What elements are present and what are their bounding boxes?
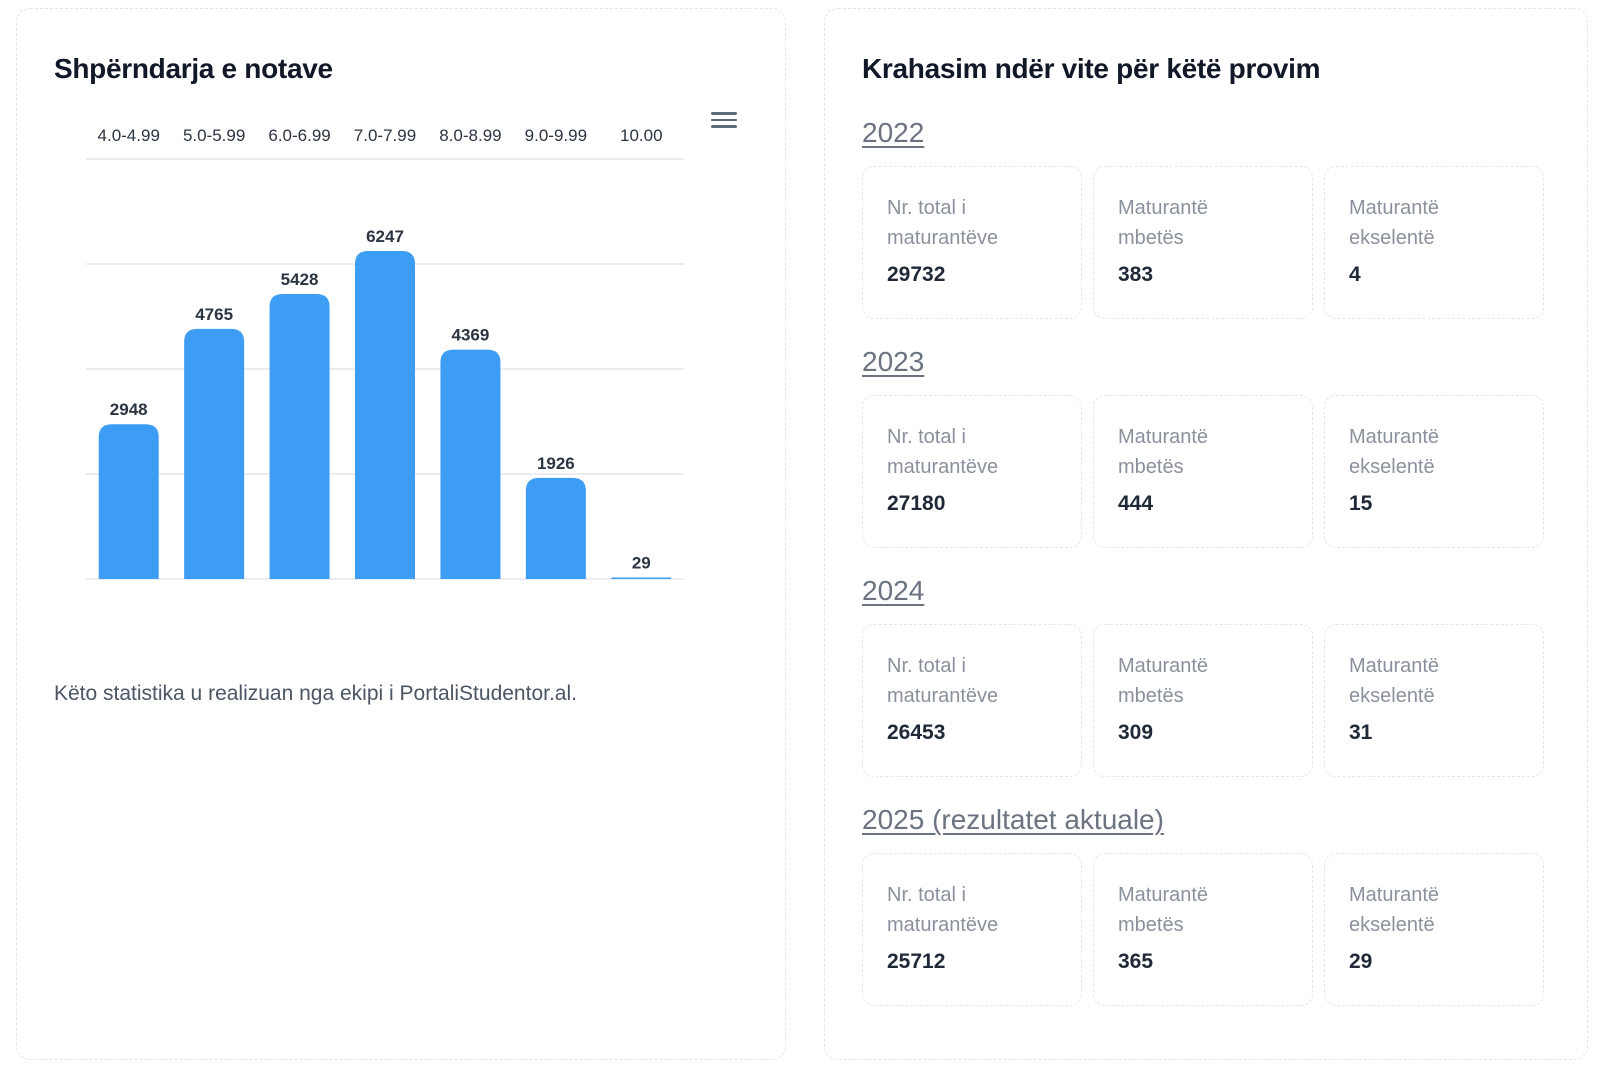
bar <box>611 577 672 579</box>
stat-value: 25712 <box>887 950 946 973</box>
stat-card-excellent: Maturantë ekselentë 31 <box>1324 624 1544 777</box>
data-label: 2948 <box>110 400 148 419</box>
stat-value: 31 <box>1349 721 1373 744</box>
stat-label: Maturantë ekselentë <box>1349 197 1440 249</box>
bar <box>184 328 245 579</box>
stat-value: 26453 <box>887 721 946 744</box>
data-label: 6247 <box>366 227 404 246</box>
category-label: 5.0-5.99 <box>183 126 245 145</box>
category-label: 9.0-9.99 <box>525 126 587 145</box>
year-comparison-title: Krahasim ndër vite për këtë provim <box>862 53 1321 84</box>
year-stats-2025: Nr. total i maturantëve 25712 Maturantë … <box>862 853 1552 1008</box>
category-label: 8.0-8.99 <box>439 126 501 145</box>
stat-label: Maturantë mbetës <box>1118 197 1209 249</box>
stat-value: 27180 <box>887 492 946 515</box>
stat-card-total: Nr. total i maturantëve 29732 <box>862 166 1082 319</box>
stat-value: 444 <box>1118 492 1154 515</box>
data-label: 4369 <box>452 326 490 345</box>
stat-value: 15 <box>1349 492 1373 515</box>
stat-label: Maturantë mbetës <box>1118 655 1209 707</box>
grade-distribution-panel: Shpërndarja e notave 4.0-4.99 5.0-5.99 6.0… <box>16 8 786 1060</box>
stat-card-failed: Maturantë mbetës 383 <box>1093 166 1313 319</box>
data-label: 29 <box>632 553 651 572</box>
stat-card-total: Nr. total i maturantëve 27180 <box>862 395 1082 548</box>
data-label: 5428 <box>281 270 319 289</box>
stat-card-total: Nr. total i maturantëve 26453 <box>862 624 1082 777</box>
stat-label: Nr. total i maturantëve <box>887 655 999 707</box>
year-link-2023[interactable]: 2023 <box>862 346 925 377</box>
stat-value: 29 <box>1349 950 1373 973</box>
stat-label: Maturantë ekselentë <box>1349 655 1440 707</box>
stat-card-failed: Maturantë mbetës 309 <box>1093 624 1313 777</box>
category-label: 10.00 <box>620 126 663 145</box>
year-stats-2023: Nr. total i maturantëve 27180 Maturantë … <box>862 395 1552 550</box>
stat-value: 383 <box>1118 263 1154 286</box>
stat-card-excellent: Maturantë ekselentë 4 <box>1324 166 1544 319</box>
bar <box>440 349 501 579</box>
category-label: 7.0-7.99 <box>354 126 416 145</box>
bar <box>269 294 330 579</box>
stat-value: 365 <box>1118 950 1154 973</box>
stat-label: Maturantë mbetës <box>1118 426 1209 478</box>
stat-label: Nr. total i maturantëve <box>887 884 999 936</box>
stat-card-failed: Maturantë mbetës 365 <box>1093 853 1313 1006</box>
stat-value: 29732 <box>887 263 946 286</box>
category-label: 4.0-4.99 <box>98 126 160 145</box>
grade-distribution-title: Shpërndarja e notave <box>54 53 333 84</box>
stat-label: Maturantë mbetës <box>1118 884 1209 936</box>
year-comparison-panel: Krahasim ndër vite për këtë provim 2022 … <box>824 8 1588 1060</box>
year-stats-2024: Nr. total i maturantëve 26453 Maturantë … <box>862 624 1552 779</box>
bar <box>98 424 159 579</box>
stat-label: Maturantë ekselentë <box>1349 884 1440 936</box>
year-stats-2022: Nr. total i maturantëve 29732 Maturantë … <box>862 166 1552 321</box>
stat-label: Nr. total i maturantëve <box>887 426 999 478</box>
stat-card-excellent: Maturantë ekselentë 29 <box>1324 853 1544 1006</box>
stat-value: 309 <box>1118 721 1154 744</box>
data-label: 4765 <box>195 305 233 324</box>
stat-card-total: Nr. total i maturantëve 25712 <box>862 853 1082 1006</box>
hamburger-menu-icon[interactable] <box>711 109 737 131</box>
stat-card-excellent: Maturantë ekselentë 15 <box>1324 395 1544 548</box>
year-link-2024[interactable]: 2024 <box>862 575 925 606</box>
category-label: 6.0-6.99 <box>268 126 330 145</box>
data-label: 1926 <box>537 454 575 473</box>
bar <box>355 251 415 579</box>
grade-distribution-chart: 4.0-4.99 5.0-5.99 6.0-6.99 7.0-7.99 8.0-8.99… <box>86 126 684 580</box>
credits-note: Këto statistika u realizuan nga ekipi i … <box>54 682 577 705</box>
year-link-2022[interactable]: 2022 <box>862 117 925 148</box>
stat-value: 4 <box>1349 263 1361 286</box>
bar <box>525 477 586 579</box>
stat-card-failed: Maturantë mbetës 444 <box>1093 395 1313 548</box>
year-link-2025[interactable]: 2025 (rezultatet aktuale) <box>862 804 1164 835</box>
stat-label: Nr. total i maturantëve <box>887 197 999 249</box>
stat-label: Maturantë ekselentë <box>1349 426 1440 478</box>
